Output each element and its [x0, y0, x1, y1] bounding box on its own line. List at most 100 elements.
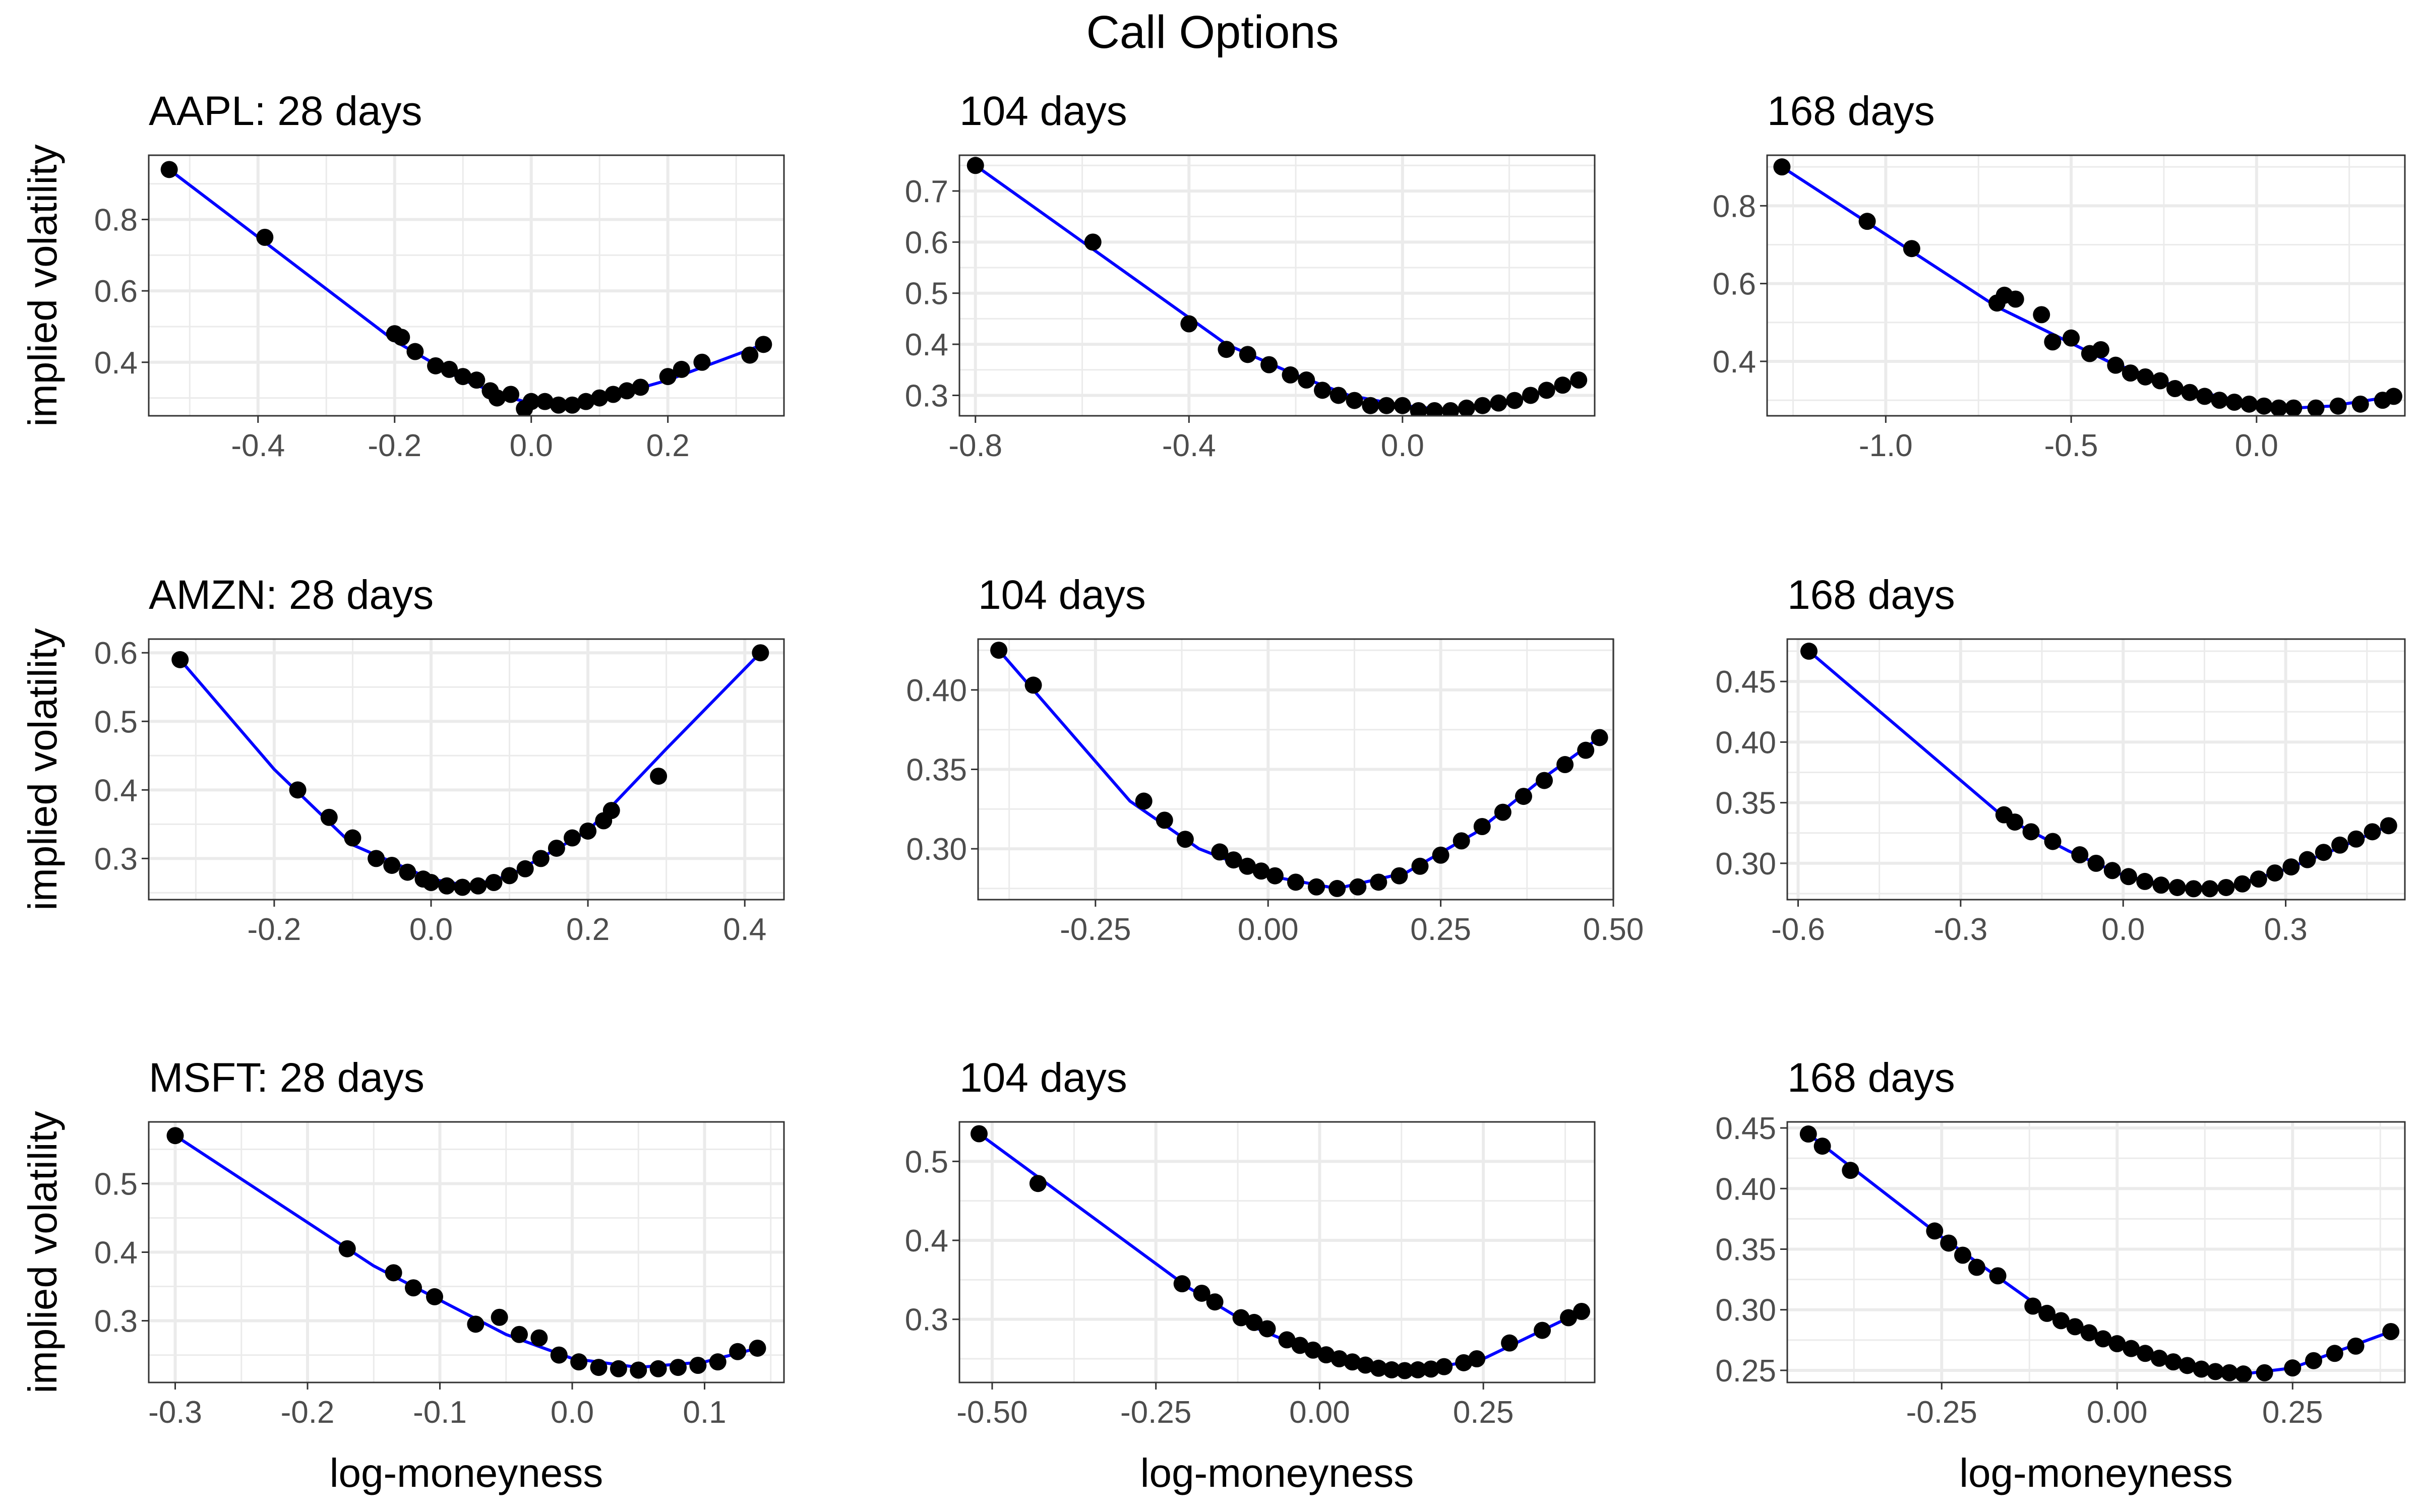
data-point [454, 368, 472, 386]
data-point [2331, 836, 2349, 854]
data-point [1813, 1138, 1831, 1155]
data-point [485, 873, 503, 891]
data-point [2233, 875, 2251, 893]
data-point [1474, 397, 1491, 414]
data-point [2307, 399, 2325, 416]
data-point [564, 396, 581, 414]
data-point [2185, 880, 2202, 898]
data-point [1800, 643, 1818, 660]
data-point [1435, 1358, 1453, 1375]
panel-title: AMZN: 28 days [149, 572, 434, 618]
data-point [2007, 290, 2024, 308]
panel-background [1767, 155, 2405, 416]
data-point [2284, 1359, 2302, 1377]
panel-border [958, 154, 1596, 417]
data-point [2033, 306, 2050, 324]
data-point [2052, 1312, 2070, 1330]
data-point [2211, 392, 2228, 409]
data-point [689, 1356, 707, 1374]
data-point [2241, 395, 2258, 413]
data-point [2151, 372, 2169, 390]
x-tick-label: 0.0 [2101, 912, 2145, 947]
data-point [591, 389, 609, 407]
data-point [670, 1359, 687, 1376]
y-tick-label: 0.6 [94, 636, 138, 671]
data-point [2122, 364, 2139, 382]
data-point [755, 336, 772, 353]
data-point [1287, 873, 1304, 891]
data-point [1989, 1267, 2007, 1285]
x-axis-label: log-moneyness [330, 1451, 603, 1495]
data-point [590, 1359, 608, 1376]
data-point [536, 393, 554, 410]
panel-title: 104 days [978, 572, 1146, 618]
y-tick-label: 0.4 [94, 346, 138, 381]
data-point [522, 393, 540, 410]
data-point [2108, 1335, 2126, 1353]
data-point [1278, 1331, 1296, 1349]
data-point [532, 850, 550, 867]
data-point [1515, 788, 1532, 805]
data-point [1577, 741, 1595, 759]
data-point [422, 873, 440, 891]
x-tick-label: 0.2 [566, 912, 610, 947]
figure-title: Call Options [1086, 7, 1339, 58]
x-tick-label: -1.0 [1859, 428, 1913, 463]
data-point [2164, 1353, 2182, 1371]
data-point [604, 386, 622, 403]
data-point [1258, 1320, 1276, 1338]
data-point [1396, 1362, 1414, 1379]
data-point [426, 1288, 443, 1305]
data-point [709, 1353, 727, 1371]
x-tick-label: -0.3 [1933, 912, 1987, 947]
data-point [1554, 376, 1571, 394]
data-point [1409, 1361, 1427, 1378]
data-point [2168, 878, 2186, 896]
panel-title: 104 days [959, 88, 1127, 134]
data-point [530, 1329, 548, 1347]
data-point [2044, 833, 2062, 850]
data-point [405, 1279, 422, 1297]
data-point [2364, 823, 2381, 841]
x-tick-label: -0.2 [281, 1395, 335, 1430]
data-point [2266, 864, 2284, 882]
data-point [2024, 1297, 2042, 1315]
data-point [966, 157, 984, 174]
panel-9: -0.25 0.00 0.25 0.25 0.30 0.35 0.40 0.45 168 day… [1715, 1055, 2406, 1495]
plot-area [970, 1125, 1591, 1379]
data-point [338, 1240, 356, 1257]
data-point [2217, 878, 2235, 896]
data-point [632, 379, 649, 396]
data-point [1560, 1309, 1578, 1327]
x-tick-label: -0.25 [1906, 1395, 1977, 1430]
data-point [2255, 397, 2273, 415]
data-point [649, 1360, 667, 1377]
data-point [2107, 356, 2125, 374]
panel-background [959, 155, 1595, 416]
panel-title: AAPL: 28 days [149, 88, 422, 134]
data-point [1940, 1234, 1958, 1252]
plot-area [1773, 158, 2402, 416]
data-point [1218, 341, 1235, 358]
x-tick-label: 0.0 [551, 1395, 594, 1430]
data-point [1591, 729, 1608, 746]
panels: -0.4 -0.2 0.0 0.2 0.4 0.6 0.8 AAPL: 28 days impl… [20, 88, 2406, 1495]
y-tick-label: 0.30 [1715, 1293, 1776, 1328]
data-point [1239, 346, 1256, 363]
data-point [1225, 851, 1242, 869]
data-point [1968, 1258, 1985, 1276]
data-point [2063, 329, 2080, 347]
data-point [2347, 1337, 2365, 1355]
data-point [1390, 867, 1408, 885]
data-point [2136, 1345, 2154, 1362]
data-point [2225, 393, 2243, 411]
data-point [454, 878, 471, 896]
x-tick-label: -0.2 [247, 912, 301, 947]
y-axis-label: implied volatility [20, 1111, 65, 1393]
x-tick-label: -0.1 [413, 1395, 467, 1430]
panel-3: -1.0 -0.5 0.0 0.4 0.6 0.8 168 days [1713, 88, 2406, 463]
y-axis-label: implied volatility [20, 628, 65, 910]
x-tick-label: 0.0 [2235, 428, 2278, 463]
data-point [438, 877, 456, 895]
data-point [1926, 1222, 1944, 1240]
